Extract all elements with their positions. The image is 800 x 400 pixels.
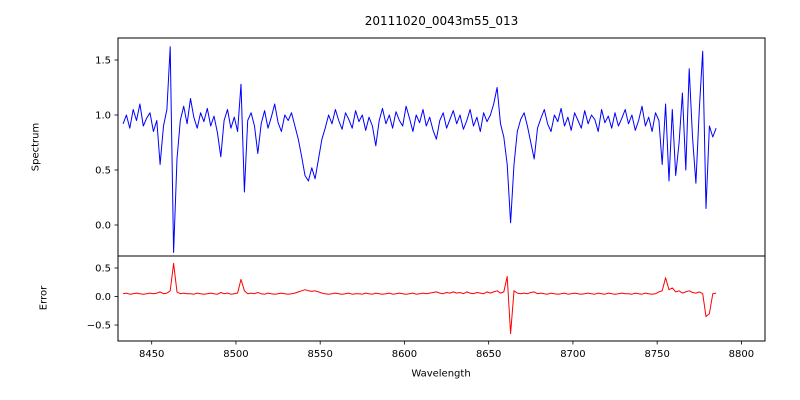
x-tick-label: 8700 bbox=[560, 349, 585, 360]
y-tick-label: 0.5 bbox=[95, 165, 111, 176]
y-axis-label-spectrum: Spectrum bbox=[30, 122, 42, 172]
spectrum-line bbox=[122, 46, 717, 253]
y-tick-label: 0.0 bbox=[95, 292, 111, 303]
y-tick-label: 0.5 bbox=[95, 263, 111, 274]
y-tick-label: 0.0 bbox=[95, 220, 111, 231]
x-tick-label: 8650 bbox=[476, 349, 501, 360]
x-tick-label: 8750 bbox=[644, 349, 669, 360]
x-tick-label: 8550 bbox=[307, 349, 332, 360]
x-tick-label: 8800 bbox=[729, 349, 754, 360]
y-axis-label-error: Error bbox=[38, 285, 50, 311]
y-tick-label: 1.0 bbox=[95, 110, 111, 121]
y-tick-label: −0.5 bbox=[87, 321, 111, 332]
x-tick-label: 8450 bbox=[139, 349, 164, 360]
error-line bbox=[123, 262, 717, 335]
x-tick-label: 8600 bbox=[392, 349, 417, 360]
chart-title: 20111020_0043m55_013 bbox=[364, 14, 519, 28]
x-tick-label: 8500 bbox=[223, 349, 248, 360]
y-tick-label: 1.5 bbox=[95, 55, 111, 66]
error-panel-border bbox=[117, 255, 766, 342]
x-axis-label: Wavelength bbox=[411, 368, 471, 380]
